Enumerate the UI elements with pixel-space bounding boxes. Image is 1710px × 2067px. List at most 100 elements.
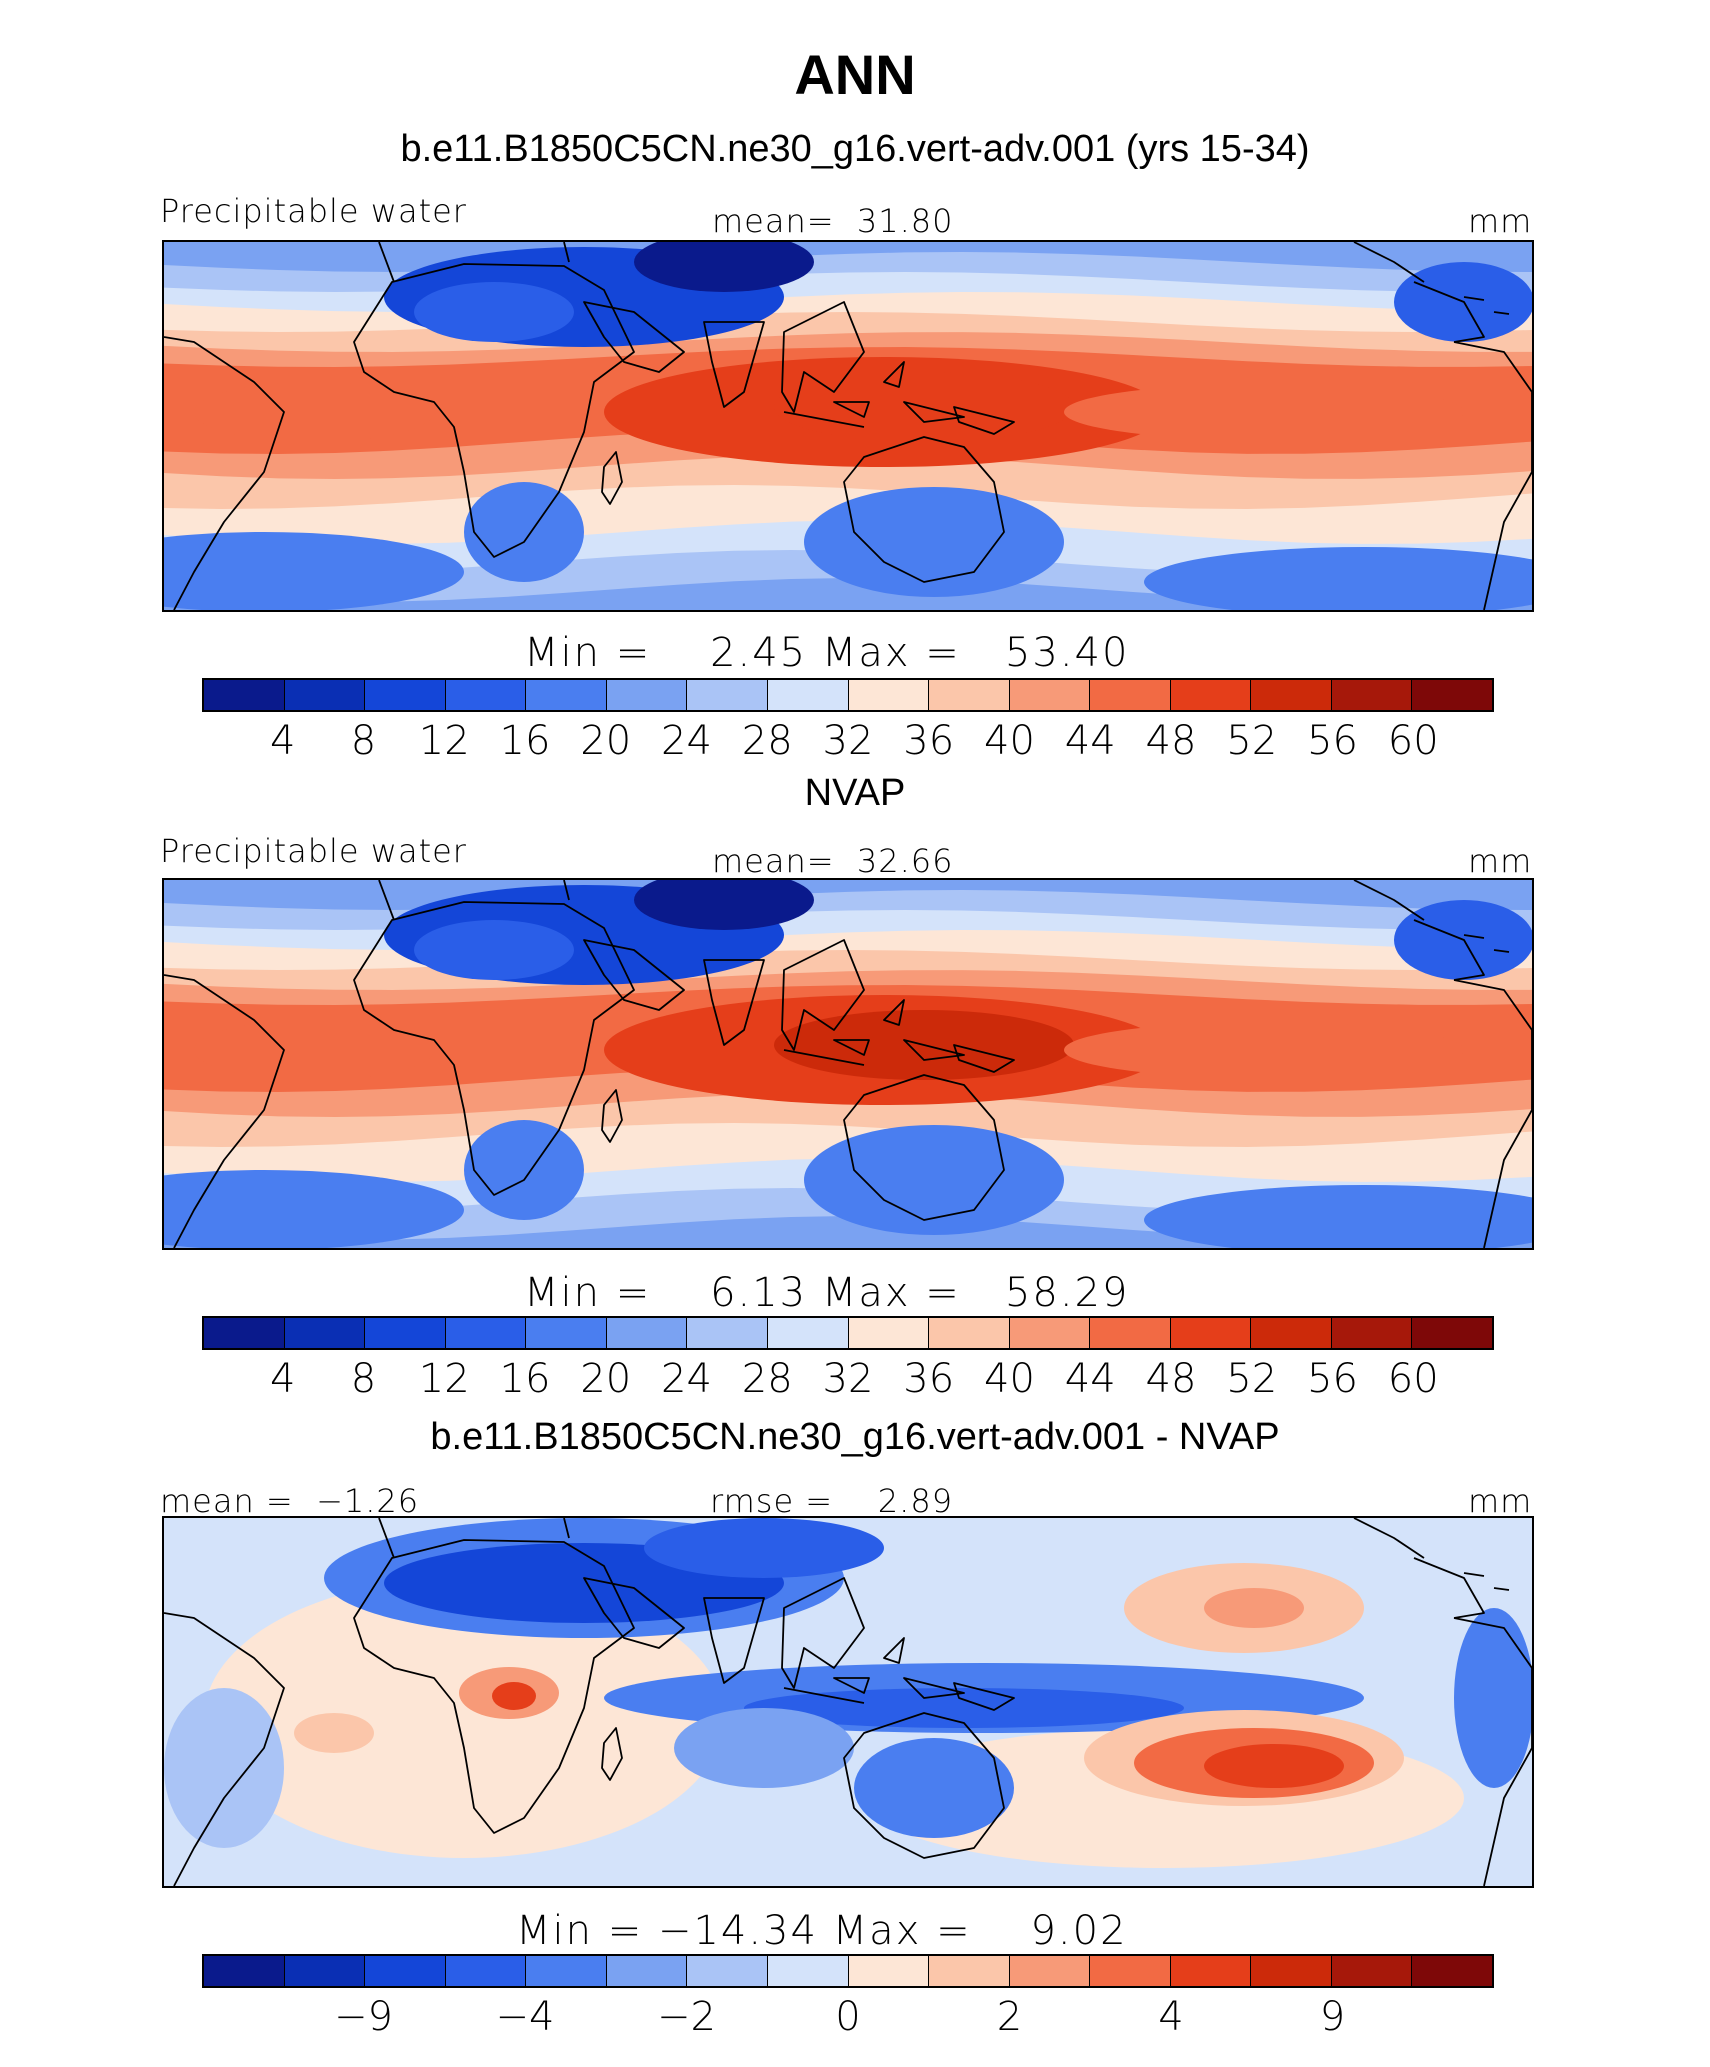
- dry-region-contour: [464, 482, 584, 582]
- colorbar-swatch: [1331, 680, 1413, 710]
- colorbar-swatch: [526, 1318, 607, 1348]
- dry-region-contour: [1144, 547, 1532, 610]
- colorbar-swatch: [284, 1318, 366, 1348]
- panel-3-mean-label: mean = −1.26: [160, 1482, 420, 1520]
- colorbar-swatch: [1090, 680, 1171, 710]
- colorbar-tick-label: 28: [741, 1356, 793, 1402]
- colorbar-swatch: [929, 680, 1010, 710]
- panel-1-title: b.e11.B1850C5CN.ne30_g16.vert-adv.001 (y…: [400, 128, 1310, 170]
- colorbar-swatch: [848, 1318, 930, 1348]
- colorbar-swatch: [848, 1956, 930, 1986]
- colorbar-swatch: [687, 1956, 768, 1986]
- panel-1-colorbar: [202, 678, 1494, 712]
- panel-2-units-label: mm: [1468, 842, 1533, 880]
- dry-region-contour: [804, 487, 1064, 597]
- dry-region-contour: [634, 242, 814, 292]
- colorbar-tick-label: −9: [334, 1994, 393, 2040]
- panel-1-mean-label: mean= 31.80: [712, 202, 954, 240]
- difference-contour: [164, 1688, 284, 1848]
- colorbar-swatch: [526, 1956, 607, 1986]
- colorbar-tick-label: 16: [499, 1356, 551, 1402]
- difference-contour: [1204, 1744, 1344, 1788]
- colorbar-swatch: [1331, 1956, 1413, 1986]
- colorbar-swatch: [1009, 1318, 1091, 1348]
- colorbar-tick-label: 56: [1307, 1356, 1358, 1402]
- coastlines: [164, 1518, 1532, 1886]
- colorbar-tick-label: 36: [903, 1356, 955, 1402]
- panel-2-map: [162, 878, 1534, 1250]
- tropical-contour: [1064, 1022, 1464, 1078]
- colorbar-tick-label: 40: [984, 718, 1035, 764]
- panel-2-title: NVAP: [804, 772, 906, 814]
- colorbar-swatch: [1009, 680, 1091, 710]
- dry-region-contour: [414, 920, 574, 980]
- colorbar-swatch: [445, 1956, 527, 1986]
- difference-contour: [854, 1738, 1014, 1838]
- colorbar-tick-label: 44: [1064, 718, 1116, 764]
- colorbar-swatch: [284, 1956, 366, 1986]
- colorbar-swatch: [687, 680, 768, 710]
- colorbar-swatch: [767, 680, 849, 710]
- colorbar-swatch: [1412, 1956, 1492, 1986]
- colorbar-tick-label: 4: [270, 718, 296, 764]
- colorbar-swatch: [929, 1318, 1010, 1348]
- dry-region-contour: [414, 282, 574, 342]
- colorbar-swatch: [204, 1956, 285, 1986]
- colorbar-swatch: [445, 1318, 527, 1348]
- colorbar-swatch: [767, 1956, 849, 1986]
- dry-region-contour: [464, 1120, 584, 1220]
- colorbar-swatch: [687, 1318, 768, 1348]
- colorbar-swatch: [284, 680, 366, 710]
- panel-1-units-label: mm: [1468, 202, 1533, 240]
- colorbar-swatch: [1009, 1956, 1091, 1986]
- colorbar-swatch: [848, 680, 930, 710]
- panel-2-mean-label: mean= 32.66: [712, 842, 954, 880]
- tropical-contour: [194, 1020, 434, 1080]
- difference-contour: [744, 1688, 1184, 1728]
- dry-region-contour: [164, 1170, 464, 1248]
- colorbar-tick-label: 36: [903, 718, 955, 764]
- colorbar-tick-label: 44: [1064, 1356, 1116, 1402]
- colorbar-tick-label: 48: [1145, 718, 1197, 764]
- colorbar-swatch: [1251, 680, 1332, 710]
- colorbar-tick-label: 32: [822, 718, 874, 764]
- panel-3-minmax: Min = −14.34 Max = 9.02: [516, 1908, 1128, 1954]
- difference-contour: [1454, 1608, 1532, 1788]
- colorbar-tick-label: 60: [1387, 718, 1439, 764]
- colorbar-swatch: [1412, 680, 1492, 710]
- panel-1-variable-label: Precipitable water: [160, 192, 467, 230]
- difference-contour: [644, 1518, 884, 1578]
- colorbar-swatch: [445, 680, 527, 710]
- colorbar-swatch: [1170, 1956, 1252, 1986]
- colorbar-tick-label: 52: [1226, 718, 1278, 764]
- colorbar-tick-label: 0: [835, 1994, 861, 2040]
- dry-region-contour: [804, 1125, 1064, 1235]
- colorbar-tick-label: −2: [657, 1994, 716, 2040]
- difference-contour: [674, 1708, 854, 1788]
- colorbar-swatch: [1170, 680, 1252, 710]
- dry-region-contour: [1144, 1185, 1532, 1248]
- panel-3-colorbar: [202, 1954, 1494, 1988]
- panel-1-minmax: Min = 2.45 Max = 53.40: [524, 630, 1130, 676]
- coastlines: [164, 242, 1532, 610]
- panel-3-title: b.e11.B1850C5CN.ne30_g16.vert-adv.001 - …: [430, 1416, 1280, 1458]
- tropical-contour: [194, 382, 434, 442]
- colorbar-tick-label: 2: [996, 1994, 1023, 2040]
- colorbar-swatch: [1170, 1318, 1252, 1348]
- colorbar-tick-label: 24: [661, 1356, 712, 1402]
- colorbar-swatch: [1090, 1956, 1171, 1986]
- colorbar-tick-label: 24: [661, 718, 712, 764]
- coastlines: [164, 880, 1532, 1248]
- colorbar-swatch: [767, 1318, 849, 1348]
- panel-2-colorbar: [202, 1316, 1494, 1350]
- colorbar-tick-label: 8: [350, 718, 377, 764]
- panel-1-map: [162, 240, 1534, 612]
- colorbar-tick-label: 32: [822, 1356, 874, 1402]
- colorbar-tick-label: 48: [1145, 1356, 1197, 1402]
- colorbar-swatch: [1412, 1318, 1492, 1348]
- colorbar-swatch: [606, 680, 688, 710]
- colorbar-tick-label: 16: [499, 718, 551, 764]
- colorbar-swatch: [204, 1318, 285, 1348]
- colorbar-tick-label: −4: [495, 1994, 555, 2040]
- colorbar-tick-label: 20: [580, 1356, 632, 1402]
